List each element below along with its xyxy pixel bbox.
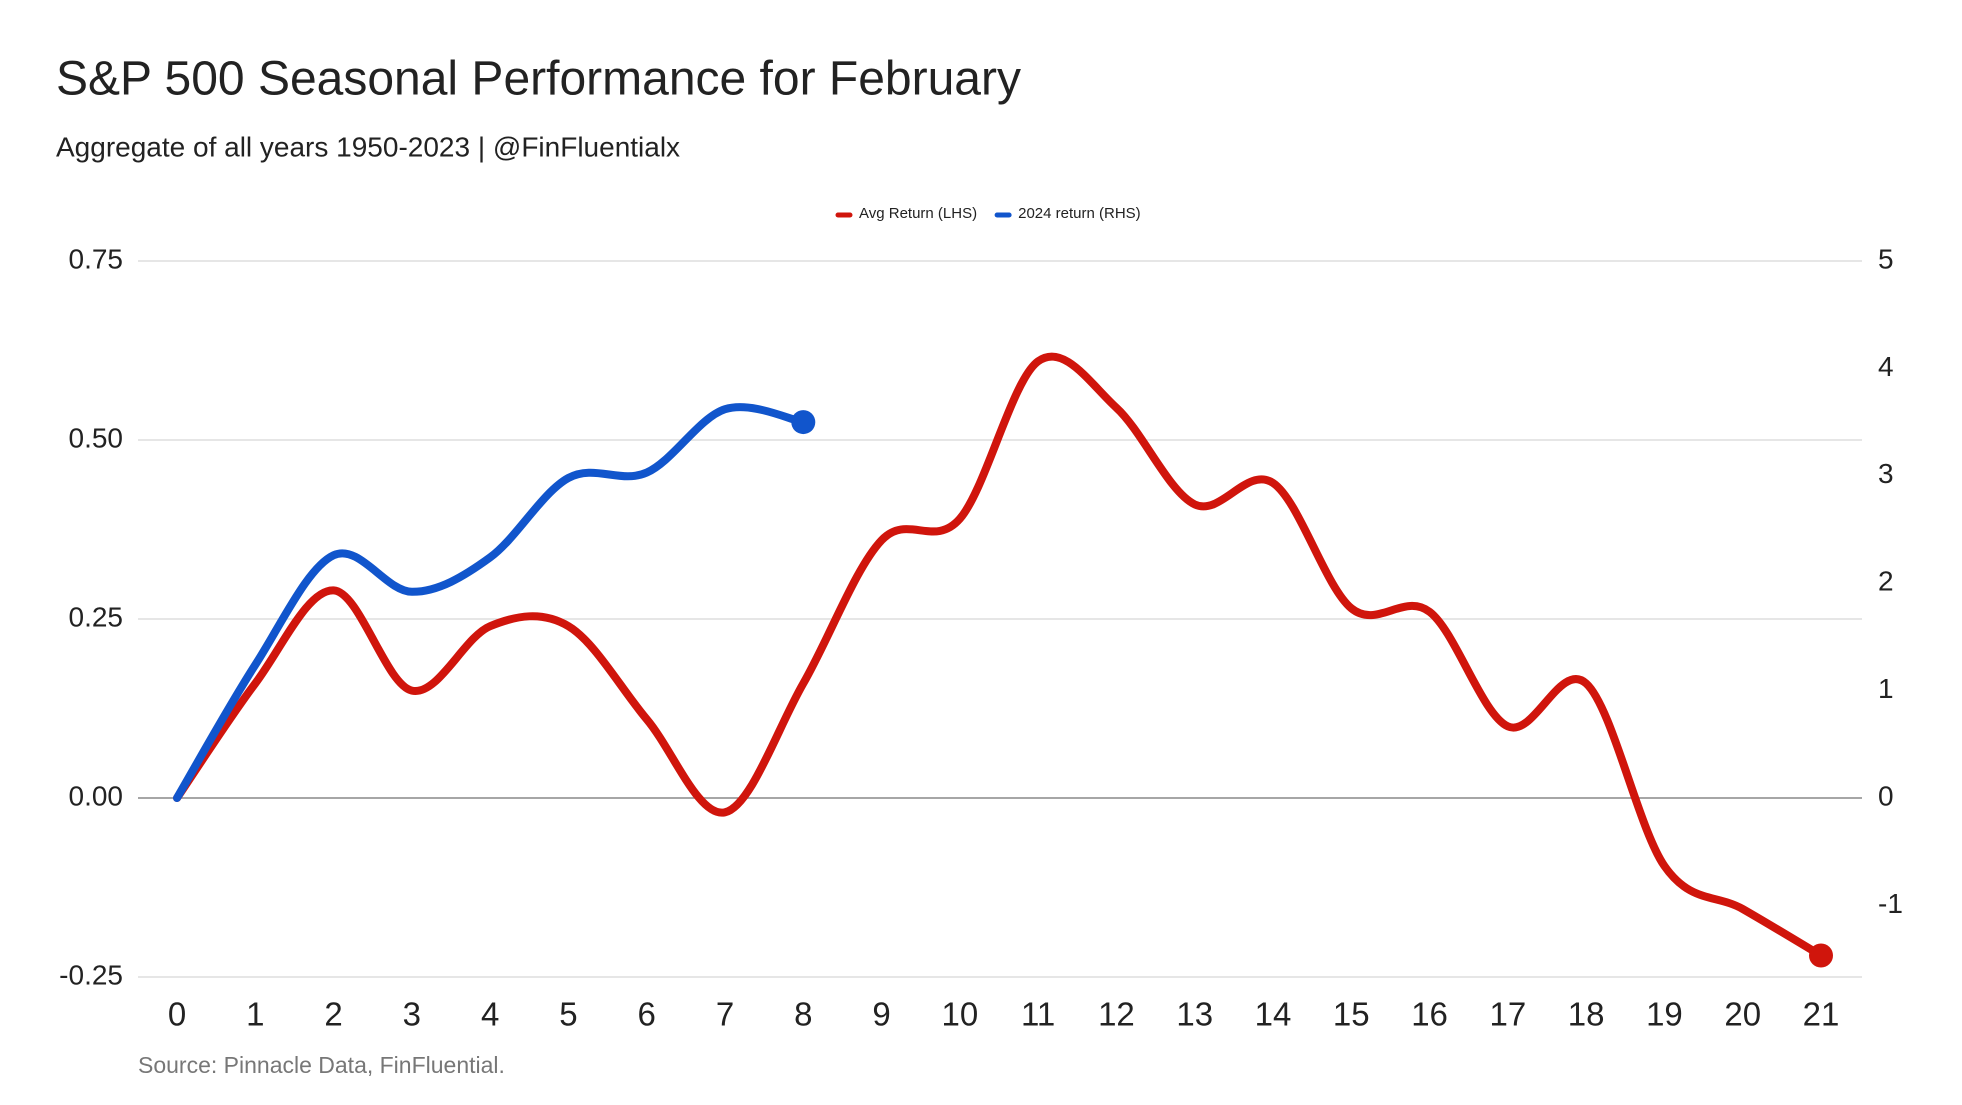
x-tick-label: 19 (1646, 996, 1683, 1033)
end-point (1809, 943, 1833, 968)
y2-tick-label: 4 (1878, 351, 1894, 382)
y2-tick-label: 1 (1878, 673, 1894, 704)
y-tick-label: -0.25 (59, 959, 123, 990)
x-tick-label: 13 (1176, 996, 1213, 1033)
y2-tick-label: 2 (1878, 566, 1894, 597)
y-tick-label: 0.75 (69, 243, 124, 274)
y-tick-label: 0.50 (69, 422, 124, 453)
x-tick-label: 15 (1333, 996, 1370, 1033)
x-tick-label: 9 (872, 996, 890, 1033)
x-tick-label: 17 (1489, 996, 1526, 1033)
legend-label: 2024 return (RHS) (1018, 205, 1141, 222)
y2-tick-label: 5 (1878, 243, 1894, 274)
x-tick-label: 7 (716, 996, 734, 1033)
x-tick-label: 21 (1803, 996, 1840, 1033)
x-tick-label: 1 (246, 996, 264, 1033)
chart-title: S&P 500 Seasonal Performance for Februar… (56, 53, 1021, 106)
x-tick-label: 16 (1411, 996, 1448, 1033)
x-tick-label: 3 (403, 996, 421, 1033)
source-note: Source: Pinnacle Data, FinFluential. (138, 1052, 505, 1078)
x-tick-label: 14 (1255, 996, 1292, 1033)
x-tick-label: 6 (638, 996, 656, 1033)
x-tick-label: 5 (559, 996, 577, 1033)
x-tick-label: 10 (941, 996, 978, 1033)
x-tick-label: 18 (1568, 996, 1605, 1033)
chart-subtitle: Aggregate of all years 1950-2023 | @FinF… (56, 131, 680, 162)
x-tick-label: 0 (168, 996, 186, 1033)
y-tick-label: 0.25 (69, 601, 124, 632)
y2-tick-label: -1 (1878, 888, 1903, 919)
y2-tick-label: 0 (1878, 780, 1894, 811)
series-line (173, 352, 1825, 960)
end-point (791, 410, 816, 435)
y2-tick-label: 3 (1878, 458, 1894, 489)
x-tick-label: 8 (794, 996, 812, 1033)
series-line (173, 403, 808, 802)
x-tick-label: 20 (1724, 996, 1761, 1033)
x-tick-label: 12 (1098, 996, 1135, 1033)
x-tick-label: 11 (1021, 996, 1055, 1033)
x-tick-label: 2 (324, 996, 342, 1033)
x-tick-label: 4 (481, 996, 499, 1033)
y-tick-label: 0.00 (69, 780, 124, 811)
legend-label: Avg Return (LHS) (859, 205, 977, 222)
